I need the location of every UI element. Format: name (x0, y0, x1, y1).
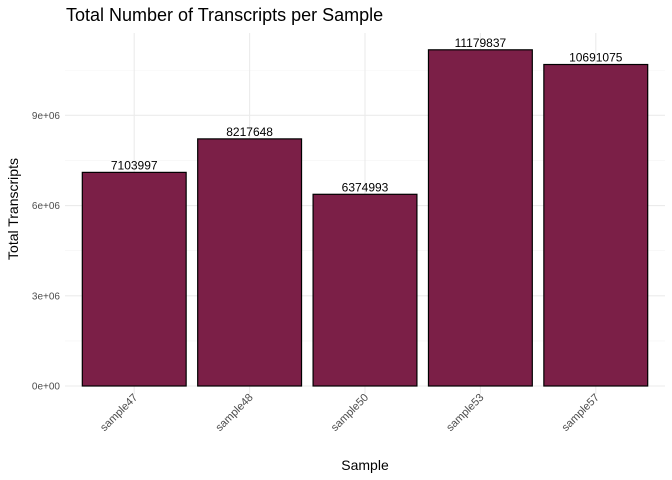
y-tick-label: 6e+06 (32, 201, 61, 212)
x-axis-label: Sample (341, 457, 389, 473)
y-tick-label: 9e+06 (32, 111, 61, 122)
bar-sample50 (312, 193, 418, 387)
y-tick-label: 0e+00 (32, 382, 61, 393)
x-tick-label: sample57 (560, 392, 602, 434)
data-label: 8217648 (226, 125, 273, 139)
data-label: 7103997 (111, 158, 158, 172)
bar-sample47 (81, 171, 187, 387)
data-label: 10691075 (569, 51, 623, 65)
bar-sample48 (197, 138, 303, 387)
x-tick-label: sample48 (214, 392, 256, 434)
x-tick-label: sample50 (329, 392, 371, 434)
data-label: 11179837 (455, 36, 507, 50)
y-tick-label: 3e+06 (32, 291, 61, 302)
data-label: 6374993 (342, 180, 389, 194)
y-axis-label: Total Transcripts (5, 158, 21, 260)
chart-title: Total Number of Transcripts per Sample (66, 5, 383, 25)
bar-sample57 (543, 63, 649, 387)
x-tick-label: sample53 (444, 392, 486, 434)
bar-sample53 (427, 49, 533, 387)
x-tick-label: sample47 (98, 392, 140, 434)
